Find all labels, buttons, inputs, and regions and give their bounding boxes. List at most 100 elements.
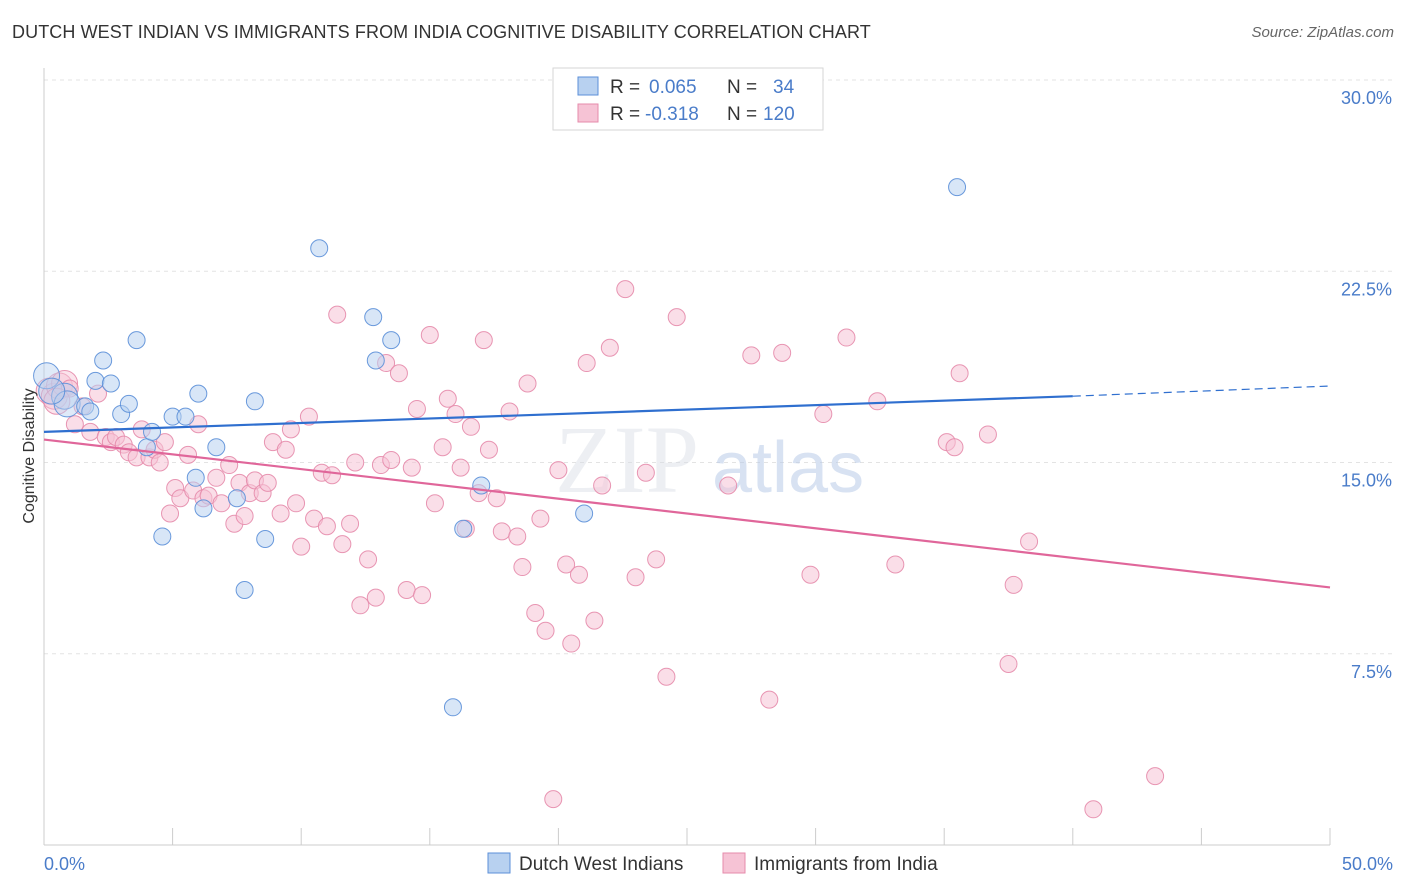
pink-point-105 (837, 328, 856, 347)
pink-point-68 (446, 405, 465, 424)
pink-point-18 (150, 453, 169, 472)
pink-point-100 (742, 346, 761, 365)
blue-legend-swatch (577, 76, 599, 96)
blue-point-17 (189, 384, 208, 403)
y-tick-label-1: 15.0% (1341, 471, 1392, 491)
pink-point-7 (81, 422, 100, 441)
blue-point-19 (207, 438, 226, 457)
blue-point-25 (364, 308, 383, 327)
blue-point-26 (366, 351, 385, 370)
pink-point-78 (508, 527, 527, 546)
pink-point-84 (544, 790, 563, 809)
pink-point-104 (814, 405, 833, 424)
pink-point-98 (667, 308, 686, 327)
pink-point-77 (500, 402, 519, 421)
pink-point-49 (328, 305, 347, 324)
pink-point-109 (945, 438, 964, 457)
pink-point-55 (366, 588, 385, 607)
pink-trend-line (43, 438, 1331, 589)
pink-point-41 (281, 420, 300, 439)
grid-lines (44, 79, 1392, 655)
pink-point-67 (438, 389, 457, 408)
blue-point-7 (101, 374, 120, 393)
pink-point-107 (886, 555, 905, 574)
pink-point-102 (773, 343, 792, 362)
pink-point-92 (600, 338, 619, 357)
pink-point-50 (333, 535, 352, 554)
blue-r-label: R = (610, 77, 640, 98)
pink-point-86 (557, 555, 576, 574)
pink-point-113 (1004, 575, 1023, 594)
chart-title: DUTCH WEST INDIAN VS IMMIGRANTS FROM IND… (12, 22, 871, 42)
pink-point-37 (258, 473, 277, 492)
blue-point-16 (186, 468, 205, 487)
pink-point-88 (569, 565, 588, 584)
pink-point-82 (531, 509, 550, 528)
pink-point-85 (549, 461, 568, 480)
blue-point-4 (81, 402, 100, 421)
blue-point-32 (948, 178, 967, 197)
pink-point-99 (719, 476, 738, 495)
blue-point-9 (119, 394, 138, 413)
pink-point-87 (562, 634, 581, 653)
pink-point-20 (161, 504, 180, 523)
pink-point-61 (402, 458, 421, 477)
blue-trend-line (43, 395, 1073, 433)
blue-point-10 (127, 331, 146, 350)
blue-n-label: N = (727, 77, 757, 98)
watermark-zip: ZIP (555, 406, 699, 513)
pink-point-79 (513, 558, 532, 577)
blue-point-31 (575, 504, 594, 523)
blue-point-6 (94, 351, 113, 370)
pink-point-59 (389, 364, 408, 383)
pink-n-label: N = (727, 104, 757, 125)
pink-point-62 (407, 399, 426, 418)
blue-point-15 (176, 407, 195, 426)
pink-n-value: 120 (763, 104, 795, 125)
pink-point-74 (479, 440, 498, 459)
blue-point-22 (245, 392, 264, 411)
pink-point-93 (616, 280, 635, 299)
pink-point-73 (474, 331, 493, 350)
blue-point-20 (227, 489, 246, 508)
pink-point-91 (593, 476, 612, 495)
pink-point-97 (657, 667, 676, 686)
y-tick-label-0: 7.5% (1351, 662, 1392, 682)
legend-label-dutch-west-indians: Dutch West Indians (519, 854, 683, 875)
pink-point-71 (461, 417, 480, 436)
pink-point-112 (999, 654, 1018, 673)
pink-point-76 (492, 522, 511, 541)
pink-r-value: -0.318 (645, 104, 699, 125)
pink-legend-swatch (577, 103, 599, 123)
stats-legend: R = 0.065 N = 34 R = -0.318 N = 120 (552, 67, 824, 131)
pink-series-points (35, 280, 1165, 819)
pink-point-54 (359, 550, 378, 569)
pink-point-89 (577, 354, 596, 373)
blue-trend-extension (1072, 385, 1331, 397)
legend-swatch-immigrants-from-india (722, 852, 746, 874)
blue-point-18 (194, 499, 213, 518)
watermark-atlas: atlas (712, 428, 864, 508)
source-note: Source: ZipAtlas.com (1251, 24, 1394, 41)
blue-point-12 (143, 422, 162, 441)
x-tick-label-0: 0.0% (44, 854, 85, 874)
pink-point-48 (323, 466, 342, 485)
pink-point-43 (292, 537, 311, 556)
legend-swatch-dutch-west-indians (487, 852, 511, 874)
pink-point-52 (346, 453, 365, 472)
pink-point-58 (382, 450, 401, 469)
pink-point-106 (868, 392, 887, 411)
pink-point-65 (425, 494, 444, 513)
series-legend: Dutch West Indians Immigrants from India (487, 852, 938, 875)
pink-point-96 (647, 550, 666, 569)
blue-point-13 (153, 527, 172, 546)
blue-point-23 (256, 530, 275, 548)
pink-point-19 (155, 433, 174, 452)
blue-point-33 (38, 377, 66, 405)
blue-point-5 (86, 371, 105, 390)
blue-point-0 (33, 362, 61, 390)
trend-lines (43, 385, 1331, 589)
x-tick-labels: 0.0% 50.0% (44, 854, 1393, 874)
x-tick-label-1: 50.0% (1342, 854, 1393, 874)
